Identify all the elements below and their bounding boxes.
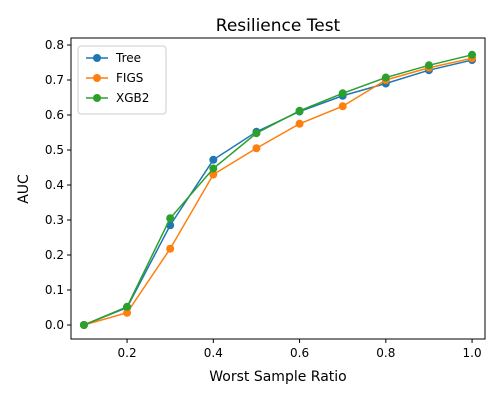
data-point-xgb2 <box>425 61 433 69</box>
data-point-xgb2 <box>296 107 304 115</box>
y-tick-label: 0.1 <box>45 283 64 297</box>
data-point-figs <box>296 120 304 128</box>
data-point-xgb2 <box>339 89 347 97</box>
x-tick-label: 0.2 <box>118 346 137 360</box>
y-tick-label: 0.0 <box>45 318 64 332</box>
y-tick-label: 0.2 <box>45 248 64 262</box>
legend-label: Tree <box>115 51 141 65</box>
chart-title: Resilience Test <box>216 16 341 36</box>
legend-marker <box>93 94 101 102</box>
x-tick-label: 0.6 <box>290 346 309 360</box>
data-point-xgb2 <box>468 51 476 59</box>
data-point-figs <box>339 102 347 110</box>
y-tick-label: 0.5 <box>45 143 64 157</box>
x-tick-label: 1.0 <box>463 346 482 360</box>
data-point-xgb2 <box>123 303 131 311</box>
legend-marker <box>93 54 101 62</box>
data-point-xgb2 <box>252 129 260 137</box>
data-point-xgb2 <box>80 321 88 329</box>
x-axis-label: Worst Sample Ratio <box>209 369 346 385</box>
y-tick-label: 0.3 <box>45 213 64 227</box>
y-tick-label: 0.8 <box>45 38 64 52</box>
y-tick-label: 0.7 <box>45 73 64 87</box>
data-point-figs <box>252 144 260 152</box>
y-axis-label: AUC <box>16 174 32 204</box>
data-point-xgb2 <box>382 74 390 82</box>
legend: Tree FIGS XGB2 <box>78 46 166 114</box>
legend-label: XGB2 <box>116 91 149 105</box>
data-point-xgb2 <box>166 214 174 222</box>
x-tick-label: 0.4 <box>204 346 223 360</box>
data-point-tree <box>209 156 217 164</box>
legend-marker <box>93 74 101 82</box>
data-point-xgb2 <box>209 165 217 173</box>
legend-label: FIGS <box>116 71 143 85</box>
y-tick-label: 0.4 <box>45 178 64 192</box>
y-tick-label: 0.6 <box>45 108 64 122</box>
x-tick-label: 0.8 <box>376 346 395 360</box>
data-point-figs <box>166 245 174 253</box>
